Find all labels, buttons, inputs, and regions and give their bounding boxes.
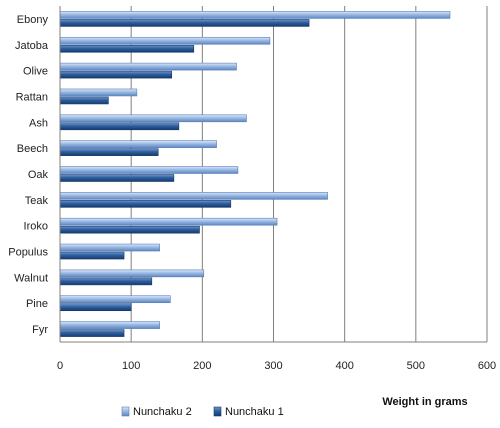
category-label: Pine	[26, 298, 48, 310]
bar-nunchaku-1-iroko	[59, 225, 200, 234]
x-tick-label: 500	[407, 360, 425, 372]
bar-nunchaku-2-iroko	[59, 217, 278, 226]
bar-nunchaku-2-populus	[59, 243, 160, 252]
bar-nunchaku-2-jatoba	[59, 36, 271, 45]
category-label: Teak	[25, 195, 49, 207]
bar-nunchaku-1-olive	[59, 70, 173, 79]
legend-label: Nunchaku 1	[225, 406, 284, 418]
legend: Nunchaku 2 Nunchaku 1	[121, 406, 284, 418]
bar-nunchaku-2-olive	[59, 62, 237, 71]
category-label: Beech	[17, 143, 48, 155]
gridlines	[59, 6, 488, 342]
bar-nunchaku-1-rattan	[59, 96, 109, 105]
axes: 0 100 200 300 400 500 600	[57, 6, 496, 372]
bar-nunchaku-1-pine	[59, 303, 132, 312]
category-label: Fyr	[32, 324, 48, 336]
category-labels: Ebony Jatoba Olive Rattan Ash Beech Oak Teak Iro…	[8, 14, 49, 336]
x-tick-label: 300	[264, 360, 282, 372]
category-label: Oak	[28, 169, 49, 181]
x-tick-label: 100	[122, 360, 140, 372]
legend-label: Nunchaku 2	[133, 406, 192, 418]
category-label: Populus	[8, 247, 48, 259]
legend-swatch	[121, 406, 130, 417]
bar-nunchaku-1-teak	[59, 200, 232, 208]
category-label: Walnut	[14, 272, 48, 284]
category-label: Rattan	[16, 91, 48, 103]
bar-nunchaku-1-jatoba	[59, 44, 195, 53]
bar-nunchaku-2-teak	[59, 192, 328, 200]
bar-nunchaku-1-beech	[59, 148, 159, 156]
bar-nunchaku-2-rattan	[59, 88, 138, 97]
bar-nunchaku-2-pine	[59, 295, 171, 304]
bar-nunchaku-1-populus	[59, 251, 125, 260]
bars	[59, 11, 451, 337]
bar-nunchaku-1-ebony	[59, 19, 310, 27]
x-tick-label: 400	[335, 360, 353, 372]
x-tick-label: 600	[478, 360, 496, 372]
bar-nunchaku-2-walnut	[59, 269, 205, 278]
bar-nunchaku-2-fyr	[59, 321, 160, 329]
bar-nunchaku-2-ash	[59, 114, 247, 123]
category-label: Ash	[29, 117, 48, 129]
category-label: Olive	[23, 66, 48, 78]
bar-nunchaku-1-fyr	[59, 329, 125, 337]
bar-nunchaku-1-walnut	[59, 277, 153, 286]
bar-nunchaku-2-beech	[59, 140, 217, 148]
bar-nunchaku-2-oak	[59, 166, 239, 174]
category-label: Ebony	[17, 14, 49, 26]
legend-swatch	[213, 406, 222, 417]
category-label: Jatoba	[15, 40, 49, 52]
bar-nunchaku-2-ebony	[59, 11, 451, 19]
x-tick-label: 200	[193, 360, 211, 372]
x-tick-label: 0	[57, 360, 63, 372]
bar-nunchaku-1-ash	[59, 122, 180, 131]
category-label: Iroko	[24, 221, 48, 233]
bar-nunchaku-1-oak	[59, 174, 175, 182]
x-axis-title: Weight in grams	[382, 396, 467, 408]
